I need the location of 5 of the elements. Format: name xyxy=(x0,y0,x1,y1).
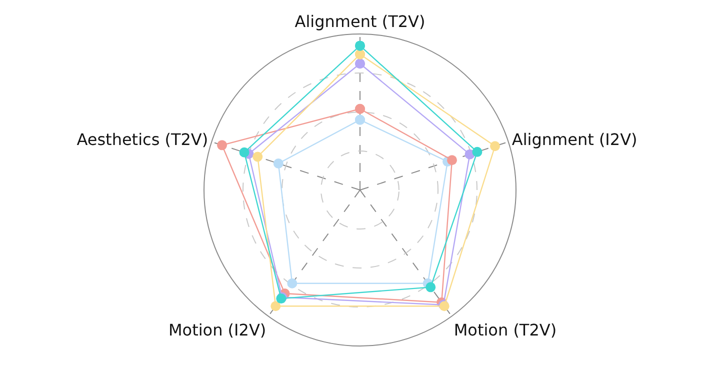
spoke-label: Aesthetics (T2V) xyxy=(76,130,208,149)
spoke-label: Alignment (T2V) xyxy=(294,12,426,32)
spoke-label: Alignment (I2V) xyxy=(512,130,638,149)
spoke-label: Motion (I2V) xyxy=(168,320,266,340)
spoke-label: Motion (T2V) xyxy=(454,320,557,340)
